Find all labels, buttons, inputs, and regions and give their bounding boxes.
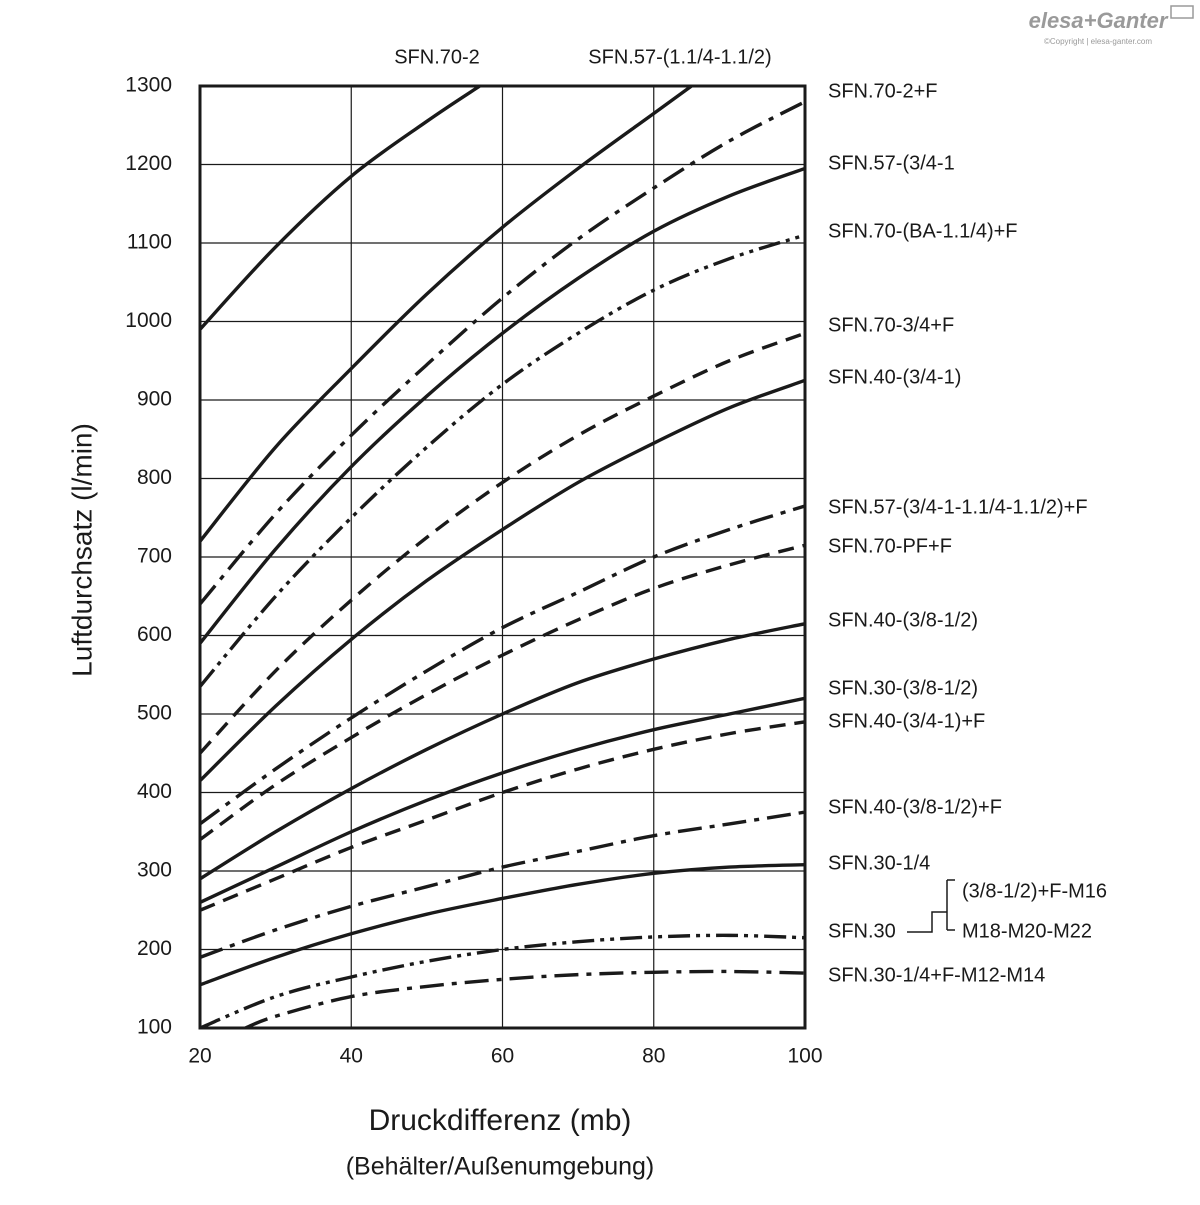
y-tick-label: 700 — [137, 545, 172, 568]
curve-label: SFN.40-(3/4-1)+F — [828, 710, 985, 732]
curve-label: SFN.30-(3/8-1/2) — [828, 677, 978, 699]
curve-label: SFN.70-2 — [394, 46, 480, 68]
curve-label: SFN.30 — [828, 920, 896, 942]
y-tick-label: 100 — [137, 1016, 172, 1039]
copyright: ©Copyright | elesa-ganter.com — [1044, 37, 1152, 46]
curve — [244, 969, 805, 1028]
curve — [200, 720, 805, 912]
curve-label: SFN.40-(3/4-1) — [828, 366, 961, 388]
y-tick-label: 500 — [137, 702, 172, 725]
curve — [200, 86, 693, 543]
x-axis-label: Druckdifferenz (mb) — [369, 1104, 632, 1137]
y-tick-label: 300 — [137, 859, 172, 882]
curve — [200, 166, 805, 645]
curve-label: SFN.30-1/4 — [828, 852, 930, 874]
y-tick-label: 400 — [137, 780, 172, 803]
brand-logo: elesa+Ganter — [1029, 8, 1169, 33]
curve — [200, 86, 481, 331]
y-tick-label: 200 — [137, 937, 172, 960]
curve — [200, 933, 805, 1028]
curve — [200, 863, 805, 987]
curve — [200, 622, 805, 881]
bracket — [907, 879, 955, 933]
logo-box — [1170, 5, 1194, 19]
x-tick-label: 80 — [642, 1045, 665, 1068]
curve-label: SFN.70-(BA-1.1/4)+F — [828, 220, 1018, 242]
y-tick-label: 1100 — [127, 231, 172, 254]
curve-label: SFN.40-(3/8-1/2)+F — [828, 796, 1002, 818]
y-tick-label: 1000 — [125, 309, 172, 332]
y-tick-label: 900 — [137, 388, 172, 411]
curve-label: SFN.57-(3/4-1-1.1/4-1.1/2)+F — [828, 496, 1088, 518]
curve — [200, 233, 805, 688]
curve-label: (3/8-1/2)+F-M16 — [962, 880, 1107, 902]
curve-label: SFN.40-(3/8-1/2) — [828, 609, 978, 631]
y-tick-label: 800 — [137, 466, 172, 489]
plot-frame — [198, 84, 807, 1030]
curve-label: SFN.30-1/4+F-M12-M14 — [828, 964, 1045, 986]
curve-label: SFN.70-2+F — [828, 80, 937, 102]
curve-label: SFN.70-3/4+F — [828, 314, 954, 336]
curves — [200, 86, 805, 1028]
curve — [200, 543, 805, 841]
x-tick-label: 40 — [340, 1045, 363, 1068]
curve — [200, 100, 805, 606]
curve-label: SFN.57-(1.1/4-1.1/2) — [588, 46, 771, 68]
curve-label: SFN.70-PF+F — [828, 535, 952, 557]
curve — [200, 378, 805, 782]
curve — [200, 504, 805, 826]
y-tick-label: 1300 — [125, 74, 172, 97]
curve — [200, 810, 805, 959]
y-axis-label: Luftdurchsatz (l/min) — [66, 423, 97, 677]
y-tick-label: 600 — [137, 623, 172, 646]
x-tick-label: 20 — [188, 1045, 211, 1068]
x-tick-label: 60 — [491, 1045, 514, 1068]
y-tick-label: 1200 — [125, 152, 172, 175]
curve — [200, 696, 805, 904]
x-tick-label: 100 — [787, 1045, 822, 1068]
x-axis-sublabel: (Behälter/Außenumgebung) — [346, 1153, 655, 1181]
curve-label: M18-M20-M22 — [962, 920, 1092, 942]
curve — [200, 331, 805, 755]
curve-label: SFN.57-(3/4-1 — [828, 152, 955, 174]
